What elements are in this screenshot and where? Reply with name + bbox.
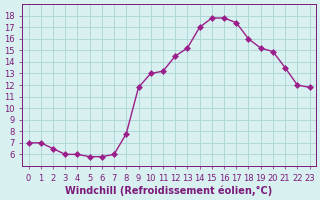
X-axis label: Windchill (Refroidissement éolien,°C): Windchill (Refroidissement éolien,°C) bbox=[65, 185, 273, 196]
